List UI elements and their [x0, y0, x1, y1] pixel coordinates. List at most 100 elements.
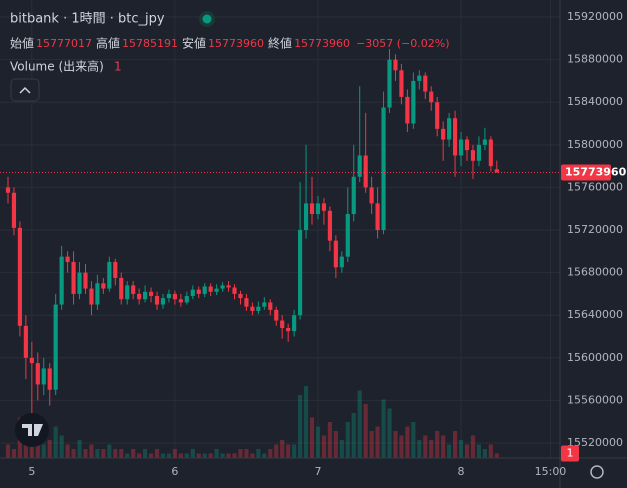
candle-body: [375, 203, 380, 231]
candle-body: [411, 80, 416, 124]
volume-bar: [214, 449, 219, 458]
candle-body: [286, 327, 291, 332]
candle-body: [244, 298, 249, 307]
candle-body: [83, 272, 88, 289]
volume-bar: [83, 449, 88, 458]
candle-body: [160, 298, 166, 305]
volume-bar: [286, 444, 291, 458]
candle-body: [166, 293, 172, 299]
volume-bar: [143, 449, 148, 458]
candle-body: [172, 293, 177, 300]
volume-bar: [131, 449, 136, 458]
y-tick-label: 15800000: [567, 138, 623, 151]
volume-bar: [292, 444, 297, 458]
volume-bar: [375, 426, 380, 458]
y-tick-label: 15680000: [567, 266, 623, 279]
candle-body: [458, 139, 464, 156]
candle-body: [399, 70, 404, 97]
ohlc-value: 15773960: [208, 37, 264, 50]
volume-value: 1: [114, 60, 122, 74]
candle-body: [470, 150, 476, 161]
volume-bar: [232, 453, 237, 458]
y-tick-label: 15640000: [567, 308, 623, 321]
candle-body: [357, 155, 362, 177]
volume-title: Volume (出来高): [10, 59, 104, 74]
candle-body: [59, 256, 64, 305]
candle-body: [351, 176, 356, 215]
candle-body: [190, 289, 195, 297]
volume-bar: [178, 453, 183, 458]
status-dot: [202, 14, 212, 24]
volume-bar: [417, 440, 422, 458]
volume-bar: [464, 444, 470, 458]
volume-bar: [101, 449, 106, 458]
volume-bar: [452, 431, 458, 458]
volume-bar: [381, 399, 386, 458]
candle-body: [95, 283, 100, 305]
volume-bar: [441, 435, 446, 458]
candle-body: [488, 139, 493, 167]
collapse-button[interactable]: [10, 78, 40, 102]
volume-bar: [458, 440, 464, 458]
x-tick-label: 6: [171, 465, 178, 478]
candle-body: [131, 285, 136, 294]
candle-body: [226, 285, 231, 288]
settings-icon[interactable]: [590, 465, 604, 479]
candle-body: [447, 118, 452, 140]
volume-bar: [119, 449, 124, 458]
candle-body: [423, 75, 428, 92]
volume-bar: [202, 453, 207, 458]
volume-bar: [327, 422, 332, 458]
volume-bar: [280, 440, 285, 458]
candle-body: [274, 309, 279, 321]
volume-bar: [244, 449, 249, 458]
candle-body: [482, 139, 487, 145]
candle-body: [441, 128, 446, 140]
volume-bar: [482, 449, 487, 458]
candle-body: [47, 368, 52, 390]
volume-bar: [5, 444, 11, 458]
candle-body: [65, 256, 70, 262]
change-value: −3057 (−0.02%): [356, 37, 449, 50]
volume-bar: [238, 449, 243, 458]
candle-body: [143, 291, 148, 300]
candle-body: [35, 363, 40, 385]
volume-bar: [339, 440, 344, 458]
volume-bar: [47, 440, 52, 458]
volume-bar: [298, 395, 303, 458]
volume-bar: [351, 413, 356, 458]
volume-bar: [107, 444, 112, 458]
candle-body: [435, 102, 440, 129]
ohlc-label: 終値: [268, 36, 292, 51]
candle-body: [77, 272, 82, 294]
collapse-icon: [19, 86, 31, 94]
volume-bar: [11, 449, 17, 458]
candle-body: [5, 187, 11, 193]
candle-body: [262, 302, 267, 307]
chart-title: bitbank · 1時間 · btc_jpy: [10, 12, 165, 27]
volume-bar: [268, 449, 273, 458]
volume-bar: [160, 453, 166, 458]
ohlc-label: 始値: [10, 36, 34, 51]
volume-bar: [357, 390, 362, 458]
candle-body: [89, 288, 94, 305]
candle-body: [321, 203, 327, 211]
candle-body: [23, 325, 28, 358]
volume-bar: [405, 426, 410, 458]
y-tick-label: 15560000: [567, 393, 623, 406]
volume-bar: [274, 444, 279, 458]
candle-body: [345, 214, 350, 257]
candle-body: [208, 286, 213, 292]
volume-bar: [470, 435, 476, 458]
candle-body: [363, 155, 368, 188]
candle-body: [184, 296, 189, 303]
candle-body: [29, 357, 34, 364]
x-tick-label: 15:00: [535, 465, 567, 478]
x-tick-label: 8: [458, 465, 465, 478]
y-tick-label: 15520000: [567, 436, 623, 449]
candle-body: [113, 261, 118, 278]
ohlc-value: 15777017: [36, 37, 92, 50]
candle-body: [327, 210, 332, 241]
